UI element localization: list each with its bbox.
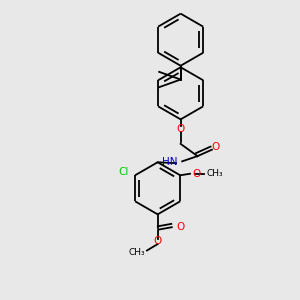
Text: O: O [193, 169, 201, 179]
Text: HN: HN [162, 157, 178, 167]
Text: CH₃: CH₃ [128, 248, 145, 256]
Text: O: O [176, 124, 185, 134]
Text: Cl: Cl [118, 167, 129, 177]
Text: O: O [176, 222, 184, 232]
Text: O: O [212, 142, 220, 152]
Text: O: O [154, 236, 162, 246]
Text: CH₃: CH₃ [207, 169, 224, 178]
